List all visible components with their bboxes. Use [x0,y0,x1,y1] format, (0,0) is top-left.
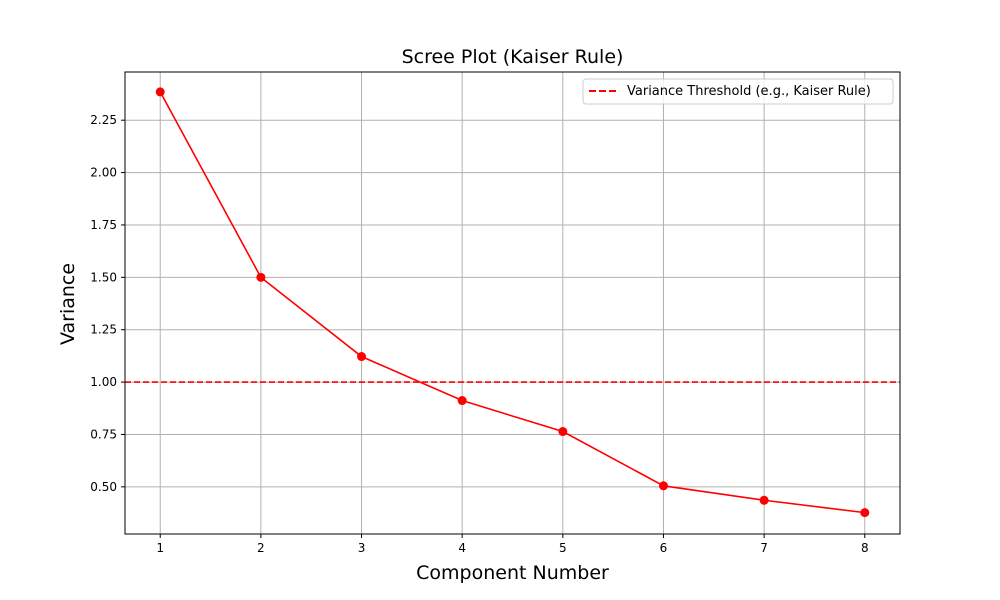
x-tick-label: 8 [861,541,869,555]
y-tick-label: 1.00 [90,375,117,389]
y-tick-label: 0.50 [90,480,117,494]
y-axis-label: Variance [57,263,79,345]
y-tick-label: 0.75 [90,427,117,441]
data-point [357,352,367,362]
y-tick-label: 2.00 [90,166,117,180]
data-point [256,272,266,282]
series-line [159,91,865,514]
x-tick-label: 4 [458,541,466,555]
legend-label: Variance Threshold (e.g., Kaiser Rule) [627,84,871,99]
data-point [558,427,568,437]
axis-ticks: 1 2 3 4 5 6 7 8 0.50 0.75 1.00 1.25 1.50 1.75 2.00 2.25 [90,113,868,555]
legend: Variance Threshold (e.g., Kaiser Rule) [582,78,894,105]
y-tick-label: 1.25 [90,323,117,337]
x-tick-label: 6 [660,541,668,555]
x-axis-label: Component Number [416,562,609,584]
x-tick-label: 3 [358,541,366,555]
data-point [860,508,870,518]
data-point [658,481,668,491]
y-tick-label: 1.50 [90,270,117,284]
data-point [759,495,769,505]
x-tick-label: 7 [760,541,768,555]
x-tick-label: 5 [559,541,567,555]
x-tick-label: 2 [257,541,265,555]
x-tick-label: 1 [156,541,164,555]
chart-title: Scree Plot (Kaiser Rule) [402,46,624,68]
legend-box [582,78,894,105]
plot-frame [124,71,901,535]
y-tick-label: 1.75 [90,218,117,232]
y-tick-label: 2.25 [90,113,117,127]
data-point [155,87,165,97]
data-point [457,396,467,406]
series-layer [155,87,870,518]
